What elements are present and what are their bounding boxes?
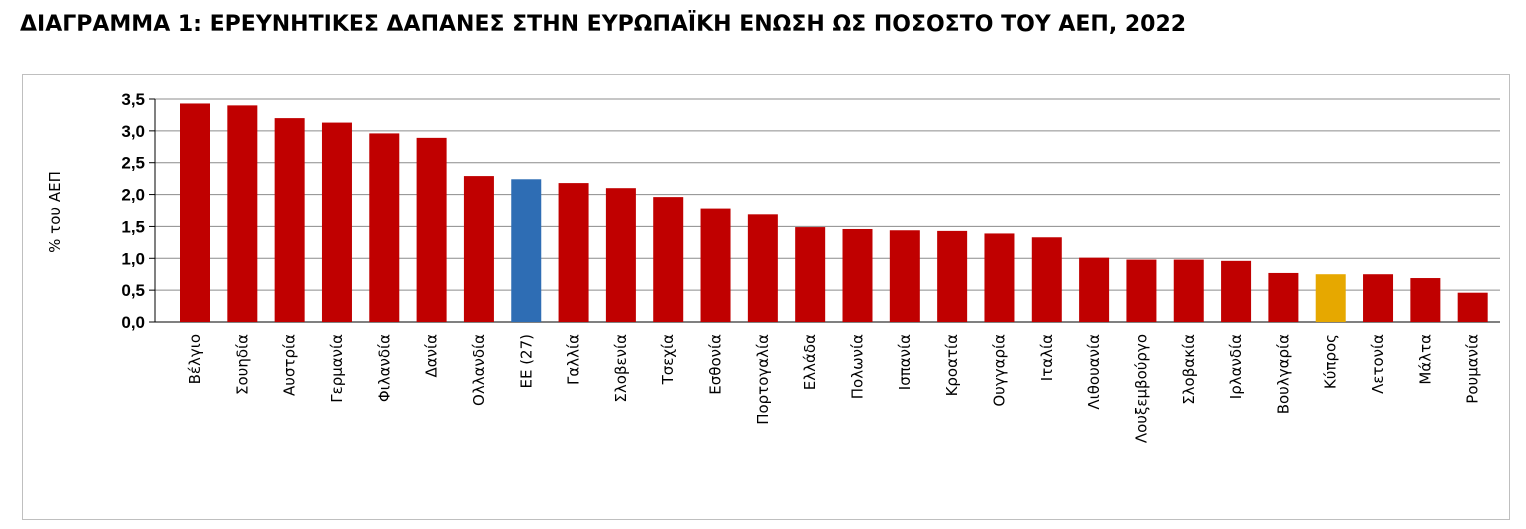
bar xyxy=(1031,237,1062,322)
x-tick-label: Πολωνία xyxy=(849,334,867,399)
y-tick-label: 0,5 xyxy=(121,281,145,300)
y-tick-label: 3,0 xyxy=(121,122,145,141)
x-tick-label: ΕΕ (27) xyxy=(517,334,535,389)
y-tick-label: 2,5 xyxy=(121,154,145,173)
x-tick-label: Ουγγαρία xyxy=(990,334,1008,407)
bar xyxy=(605,188,636,322)
y-tick-label: 1,5 xyxy=(121,217,145,236)
x-tick-label: Ισπανία xyxy=(896,334,914,390)
bar xyxy=(511,179,542,322)
x-tick-label: Βέλγιο xyxy=(186,334,204,384)
x-tick-label: Ιρλανδία xyxy=(1227,334,1245,399)
bar xyxy=(321,122,352,323)
x-axis-labels: Βέλγιο Σουηδία Αυστρία Γερμανία Φιλανδία Δανί… xyxy=(186,334,1482,443)
x-tick-label: Μάλτα xyxy=(1416,334,1434,385)
x-tick-label: Λετονία xyxy=(1369,334,1387,394)
bar xyxy=(274,118,305,322)
bar xyxy=(653,197,684,322)
bar xyxy=(1173,259,1204,322)
bar xyxy=(1268,272,1299,322)
bar xyxy=(747,214,778,322)
bar xyxy=(1410,278,1441,322)
x-tick-label: Βουλγαρία xyxy=(1274,334,1292,414)
y-tick-label: 0,0 xyxy=(121,313,145,332)
x-tick-label: Φιλανδία xyxy=(375,334,393,402)
x-tick-label: Σλοβακία xyxy=(1180,334,1198,405)
bar xyxy=(558,183,589,322)
x-tick-label: Δανία xyxy=(423,334,441,378)
chart-frame xyxy=(22,74,1510,520)
bar xyxy=(1126,259,1157,322)
x-tick-label: Λουξεμβούργο xyxy=(1132,334,1150,443)
x-tick-label: Τσεχία xyxy=(659,334,677,386)
bar xyxy=(889,230,920,322)
bar xyxy=(937,230,968,322)
bars xyxy=(180,103,1488,323)
bar xyxy=(227,105,258,322)
x-tick-label: Ιταλία xyxy=(1038,334,1056,381)
x-tick-label: Σλοβενία xyxy=(612,334,630,403)
y-axis-ticks: 0,0 0,5 1,0 1,5 2,0 2,5 3,0 3,5 xyxy=(121,90,145,332)
x-tick-label: Σουηδία xyxy=(233,334,251,395)
y-axis-label: % του ΑΕΠ xyxy=(46,171,64,253)
x-tick-label: Γερμανία xyxy=(328,334,346,403)
x-tick-label: Πορτογαλία xyxy=(754,334,772,425)
x-tick-label: Εσθονία xyxy=(707,334,725,395)
x-tick-label: Αυστρία xyxy=(281,334,299,396)
bar xyxy=(700,208,731,322)
bar xyxy=(369,133,400,322)
bar xyxy=(180,103,210,323)
x-tick-label: Ελλάδα xyxy=(801,334,819,390)
chart-title: ΔΙΑΓΡΑΜΜΑ 1: ΕΡΕΥΝΗΤΙΚΕΣ ΔΑΠΑΝΕΣ ΣΤΗΝ ΕΥ… xyxy=(20,12,1187,37)
x-tick-label: Κροατία xyxy=(943,334,961,397)
x-tick-label: Κύπρος xyxy=(1322,334,1340,389)
bar xyxy=(984,233,1015,322)
bar xyxy=(1363,274,1394,322)
bar xyxy=(1079,257,1110,322)
x-tick-label: Γαλλία xyxy=(565,334,583,385)
x-tick-label: Λιθουανία xyxy=(1085,334,1103,410)
bar xyxy=(842,228,873,322)
x-tick-label: Ρουμανία xyxy=(1464,334,1482,404)
bar xyxy=(463,176,494,322)
bar xyxy=(1457,292,1488,322)
bar xyxy=(1315,274,1346,322)
y-tick-label: 3,5 xyxy=(121,90,145,109)
y-tick-label: 1,0 xyxy=(121,249,145,268)
x-tick-label: Ολλανδία xyxy=(470,334,488,406)
bar xyxy=(795,227,826,322)
bar xyxy=(416,137,447,322)
y-tick-label: 2,0 xyxy=(121,186,145,205)
bar xyxy=(1221,260,1252,322)
